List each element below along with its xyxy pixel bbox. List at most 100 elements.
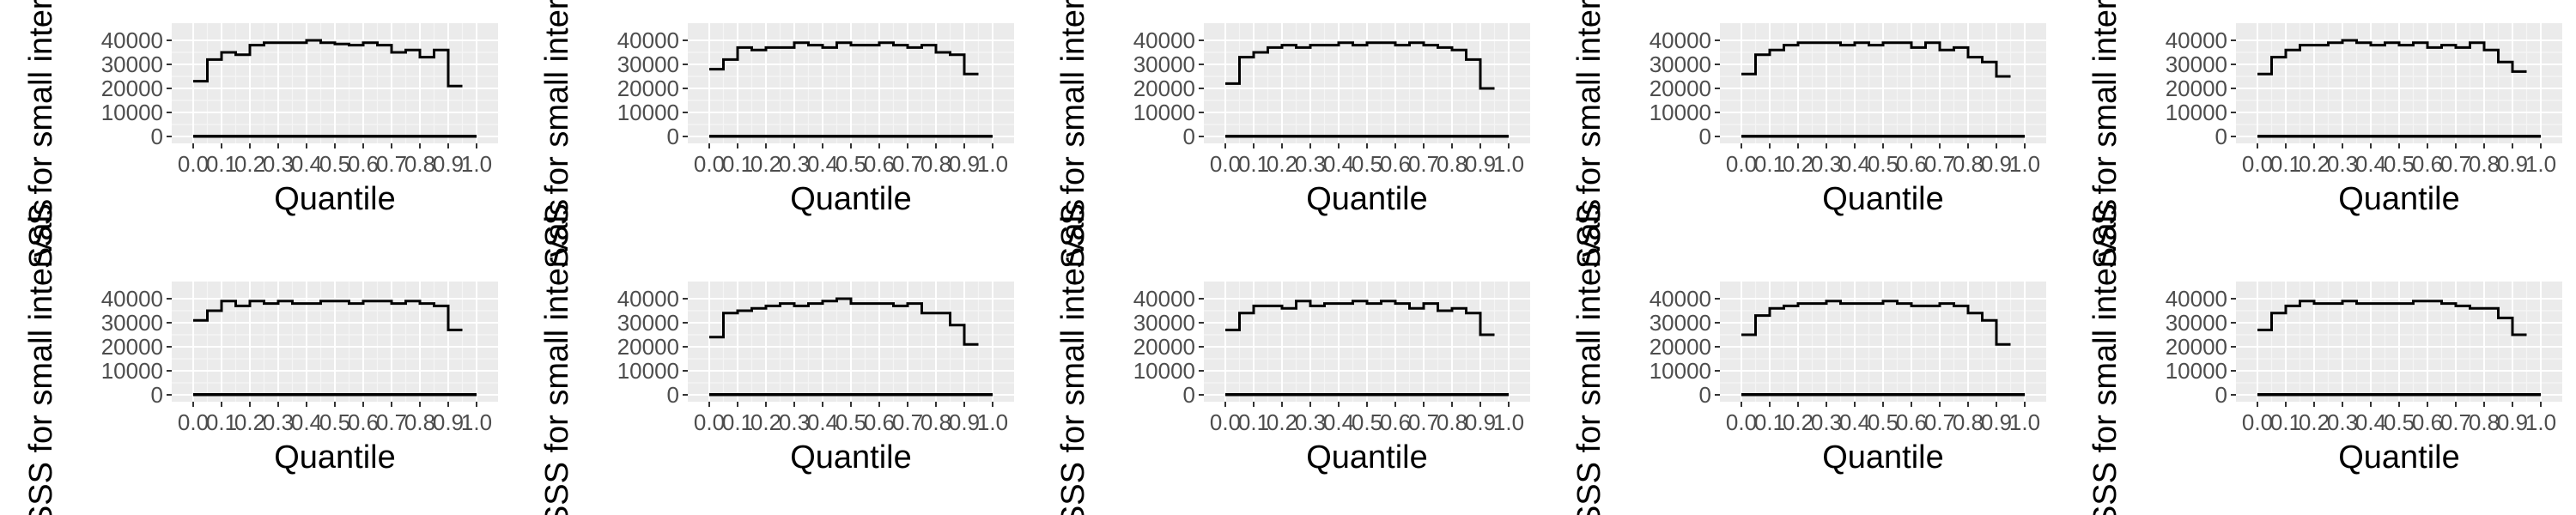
x-tick-label: 0.2 [1783,409,1814,435]
y-tick-label: 20000 [101,76,163,101]
facet-panel-3: 0100002000030000400000.00.10.20.30.40.50… [1055,0,1530,269]
x-tick-label: 0.3 [1811,409,1842,435]
x-tick-label: 0.7 [376,409,407,435]
series-line-1 [1225,41,1495,90]
x-tick-label: 0.3 [263,409,294,435]
x-tick-label: 0.6 [1896,151,1927,177]
y-tick-label: 40000 [101,27,163,53]
y-tick-label: 40000 [2166,286,2227,312]
x-axis-title: Quantile [2338,439,2460,476]
x-tick-label: 0.7 [892,151,923,177]
x-tick-label: 0.4 [291,151,322,177]
x-axis-title: Quantile [274,181,396,217]
y-axis-title: SSS for small intervals [539,199,575,515]
facet-panel-9: 0100002000030000400000.00.10.20.30.40.50… [1571,199,2046,515]
x-tick-label: 0.6 [1896,409,1927,435]
x-axis-title: Quantile [2338,181,2460,217]
x-tick-label: 0.7 [1924,409,1955,435]
y-tick-label: 30000 [1133,310,1195,336]
x-tick-label: 0.4 [2355,409,2386,435]
x-tick-label: 0.9 [1465,409,1496,435]
x-tick-label: 0.5 [2384,409,2415,435]
y-tick-label: 10000 [1649,358,1711,384]
y-tick-label: 40000 [2166,27,2227,53]
y-tick-label: 30000 [101,310,163,336]
x-tick-label: 0.3 [263,151,294,177]
y-tick-label: 20000 [2166,334,2227,360]
x-tick-label: 0.9 [949,151,980,177]
y-tick-label: 30000 [101,52,163,77]
y-tick-label: 20000 [1133,76,1195,101]
x-tick-label: 0.6 [1380,409,1411,435]
x-tick-label: 0.0 [1726,151,1757,177]
series-line-1 [709,41,979,76]
facet-panel-6: 0100002000030000400000.00.10.20.30.40.50… [23,199,498,515]
x-tick-label: 0.1 [206,151,237,177]
x-tick-label: 1.0 [1493,151,1524,177]
x-tick-label: 0.6 [2412,409,2443,435]
y-tick-label: 10000 [2166,358,2227,384]
y-tick-label: 0 [1699,124,1711,149]
x-tick-label: 0.7 [892,409,923,435]
facet-panel-5: 0100002000030000400000.00.10.20.30.40.50… [2087,0,2562,269]
x-tick-label: 0.3 [2327,151,2358,177]
series-line-1 [2257,300,2527,336]
series-line-1 [193,300,463,331]
x-tick-label: 0.6 [864,409,895,435]
x-tick-label: 0.5 [1868,409,1899,435]
y-tick-label: 20000 [617,334,679,360]
x-tick-label: 0.3 [2327,409,2358,435]
x-tick-label: 0.3 [779,151,810,177]
facet-panel-4: 0100002000030000400000.00.10.20.30.40.50… [1571,0,2046,269]
x-tick-label: 0.5 [1352,409,1382,435]
x-tick-label: 1.0 [2009,409,2040,435]
y-tick-label: 0 [151,382,163,408]
x-tick-label: 0.4 [1323,151,1354,177]
y-tick-label: 0 [1183,382,1195,408]
x-tick-label: 0.9 [1981,409,2012,435]
x-tick-label: 0.0 [1726,409,1757,435]
x-tick-label: 0.8 [2469,151,2500,177]
facet-panel-10: 0100002000030000400000.00.10.20.30.40.50… [2087,199,2562,515]
y-tick-label: 30000 [2166,310,2227,336]
y-tick-label: 40000 [101,286,163,312]
y-tick-label: 0 [151,124,163,149]
x-tick-label: 0.0 [1210,151,1241,177]
x-tick-label: 0.7 [2440,409,2471,435]
x-tick-label: 0.7 [2440,151,2471,177]
x-tick-label: 0.5 [1868,151,1899,177]
y-tick-label: 10000 [1133,358,1195,384]
x-tick-label: 1.0 [461,151,492,177]
x-tick-label: 0.4 [1839,151,1870,177]
x-tick-label: 0.5 [1352,151,1382,177]
x-tick-label: 0.1 [2270,151,2301,177]
x-tick-label: 0.9 [2497,409,2528,435]
x-tick-label: 0.5 [319,151,350,177]
x-tick-label: 0.7 [1408,151,1439,177]
y-axis-title: SSS for small intervals [1571,0,1607,269]
x-axis-title: Quantile [790,439,912,476]
x-tick-label: 0.8 [1437,151,1467,177]
y-tick-label: 0 [2215,124,2227,149]
y-axis-title: SSS for small intervals [23,0,59,269]
y-tick-label: 20000 [617,76,679,101]
x-tick-label: 0.0 [2242,409,2273,435]
x-tick-label: 0.5 [835,151,866,177]
y-tick-label: 20000 [1649,76,1711,101]
x-tick-label: 0.8 [2469,409,2500,435]
facet-panel-1: 0100002000030000400000.00.10.20.30.40.50… [23,0,498,269]
x-tick-label: 0.3 [779,409,810,435]
x-tick-label: 0.8 [404,151,435,177]
x-tick-label: 0.3 [1811,151,1842,177]
y-tick-label: 30000 [617,310,679,336]
x-tick-label: 0.8 [404,409,435,435]
x-tick-label: 0.0 [694,151,725,177]
x-tick-label: 1.0 [977,409,1008,435]
y-tick-label: 0 [1699,382,1711,408]
x-tick-label: 0.9 [949,409,980,435]
y-tick-label: 30000 [1649,52,1711,77]
x-tick-label: 0.2 [234,409,265,435]
x-tick-label: 0.2 [1783,151,1814,177]
y-tick-label: 30000 [2166,52,2227,77]
facet-panel-7: 0100002000030000400000.00.10.20.30.40.50… [539,199,1014,515]
